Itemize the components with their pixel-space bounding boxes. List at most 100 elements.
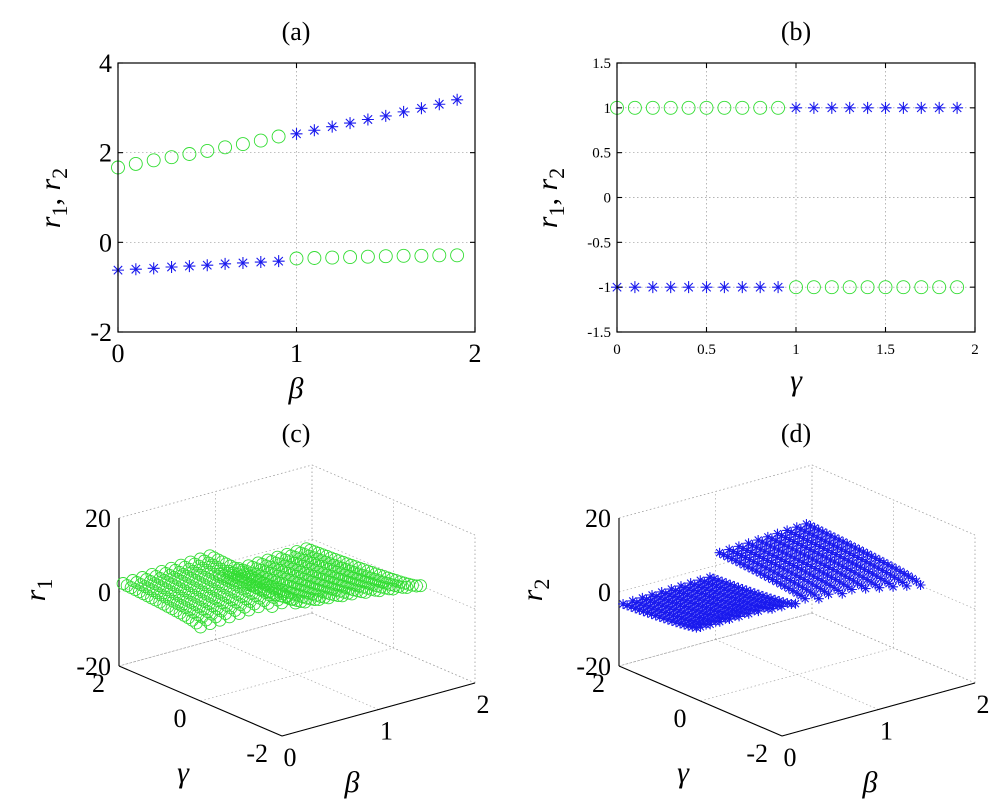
data-point-star [795,547,806,558]
data-point-star [681,595,692,606]
data-point-star [736,589,747,600]
data-point-star [165,260,178,273]
data-point-star [730,610,741,621]
grid-line-z [118,464,313,519]
data-point-circle [681,100,696,115]
data-point-star [776,601,787,612]
data-point-star [829,582,840,593]
data-point-star [826,572,837,583]
data-point-star [628,281,641,294]
data-point-star [796,590,807,601]
data-point-star [858,572,869,583]
data-point-star [637,592,648,603]
data-point-star [685,578,696,589]
z-tick-label: 20 [585,504,611,533]
grid-line-z [311,538,476,610]
data-point-star [838,579,849,590]
grid-line-gamma [200,647,394,702]
data-point-star [795,524,806,535]
data-point-star [843,101,856,114]
data-point-star [750,549,761,560]
data-point-star [653,598,664,609]
data-point-circle [806,280,821,295]
data-point-star [726,592,737,603]
data-point-star [821,552,832,563]
data-point-star [889,572,900,583]
data-point-star [758,602,769,613]
data-point-star [704,591,715,602]
data-point-star [743,561,754,572]
panel-d-title: (d) [781,419,811,448]
data-point-star [680,614,691,625]
data-point-star [785,575,796,586]
data-point-star [706,585,716,596]
data-point-circle [164,150,179,165]
data-point-star [798,557,808,568]
data-point-star [763,572,774,583]
data-point-star [915,101,928,114]
data-point-star [627,595,638,606]
data-point-circle [663,100,678,115]
data-point-star [761,539,772,550]
gamma-tick-label: -2 [746,739,768,768]
data-point-star [805,587,816,598]
beta-axis [281,682,476,737]
data-point-star [875,573,886,584]
data-point-star [682,281,695,294]
data-point-star [696,588,707,599]
data-point-star [816,534,827,545]
grid-line-z [618,538,813,593]
data-point-star [834,534,845,545]
data-point-star [760,562,771,573]
data-point-star [758,553,769,564]
x-tick-label: 2 [971,342,979,358]
data-point-star [812,573,823,584]
data-point-star [825,101,838,114]
data-point-star [756,596,767,607]
data-point-circle [116,577,130,590]
data-point-circle [182,147,197,161]
data-point-star [745,604,756,615]
data-point-star [862,549,873,560]
data-point-star [897,577,908,588]
data-point-star [853,569,864,580]
data-point-star [751,542,762,553]
data-point-star [763,603,774,614]
beta-tick-label: 1 [380,717,393,746]
data-point-circle [290,545,304,559]
data-point-star [780,556,791,567]
data-point-star [870,579,881,590]
data-point-star [951,101,964,114]
data-point-circle [222,565,236,578]
data-point-star [794,531,805,542]
data-point-circle [242,559,255,573]
data-point-star [693,599,704,610]
data-point-star [790,101,802,114]
data-point-star [787,543,798,554]
gamma-axis [118,665,283,737]
data-point-star [860,583,871,594]
data-point-star [839,553,850,564]
data-point-star [750,600,761,611]
data-point-star [837,561,848,572]
data-point-star [668,610,679,621]
data-point-star [764,564,775,575]
data-point-star [743,538,754,549]
data-point-star [780,532,791,543]
data-point-star [781,573,792,584]
data-point-star [684,615,695,626]
data-point-star [899,568,910,579]
data-point-circle [950,280,965,295]
data-point-star [716,595,727,606]
data-point-circle [126,574,140,587]
data-point-star [254,256,267,269]
data-point-star [695,606,706,617]
data-point-star [658,613,669,624]
data-point-star [687,621,698,632]
data-point-star [719,584,730,595]
data-point-star [290,127,303,140]
data-point-star [752,595,763,606]
data-point-circle [289,251,304,266]
data-point-star [686,591,697,602]
